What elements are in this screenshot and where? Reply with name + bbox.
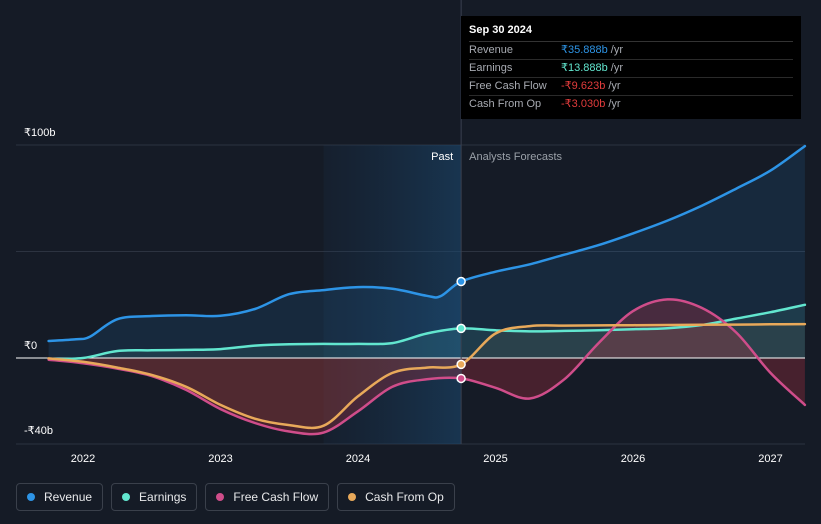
tooltip-row-free-cash-flow: Free Cash Flow -₹9.623b /yr (469, 78, 793, 96)
y-tick-label: ₹100b (24, 127, 55, 139)
line-free-cash-flow (47, 298, 807, 436)
tooltip-unit: /yr (610, 62, 623, 74)
tooltip-row-cash-from-op: Cash From Op -₹3.030b /yr (469, 96, 793, 113)
past-label: Past (431, 151, 453, 163)
legend-item-revenue[interactable]: Revenue (16, 483, 104, 511)
tooltip-unit: /yr (608, 80, 621, 92)
legend-dot-icon (216, 493, 225, 501)
legend-label: Cash From Op (365, 490, 444, 504)
forecast-label: Analysts Forecasts (469, 151, 562, 163)
y-axis-ticks: ₹100b ₹0 -₹40b (24, 127, 55, 437)
marker-earnings (456, 323, 466, 334)
area-earnings (48, 304, 805, 360)
tooltip: Sep 30 2024 Revenue ₹35.888b /yr Earning… (461, 16, 801, 119)
tooltip-label: Revenue (469, 44, 514, 56)
legend-label: Free Cash Flow (233, 490, 319, 504)
tooltip-label: Earnings (469, 62, 513, 74)
legend-item-free-cash-flow[interactable]: Free Cash Flow (205, 483, 330, 511)
x-tick-label: 2026 (621, 453, 645, 465)
tooltip-date: Sep 30 2024 (469, 24, 793, 42)
hover-markers (456, 276, 466, 384)
area-cash-from-op (48, 324, 805, 428)
legend-item-cash-from-op[interactable]: Cash From Op (337, 483, 455, 511)
legend-dot-icon (348, 493, 357, 501)
tooltip-unit: /yr (610, 44, 623, 56)
tooltip-value: ₹35.888b (561, 44, 608, 56)
x-axis-ticks: 2022 2023 2024 2025 2026 2027 (71, 453, 783, 465)
marker-cash-from-op (456, 359, 466, 370)
series-lines (47, 144, 807, 436)
legend-label: Earnings (139, 490, 187, 504)
chart: ₹100b ₹0 -₹40b 2022 2023 2024 2025 2026 2027 Pa… (16, 0, 807, 465)
y-tick-label: -₹40b (24, 425, 53, 437)
area-revenue (48, 146, 805, 358)
tooltip-label: Cash From Op (469, 98, 542, 110)
past-shade-region (323, 145, 462, 444)
legend-item-earnings[interactable]: Earnings (111, 483, 198, 511)
x-tick-label: 2023 (208, 453, 232, 465)
tooltip-value: ₹13.888b (561, 62, 608, 74)
legend: Revenue Earnings Free Cash Flow Cash Fro… (16, 483, 455, 511)
legend-dot-icon (122, 493, 131, 501)
legend-label: Revenue (44, 490, 93, 504)
line-revenue (47, 144, 807, 343)
tooltip-unit: /yr (608, 98, 621, 110)
x-tick-label: 2025 (483, 453, 507, 465)
x-tick-label: 2024 (346, 453, 370, 465)
tooltip-label: Free Cash Flow (469, 80, 547, 92)
marker-free-cash-flow (456, 373, 466, 384)
x-tick-label: 2027 (758, 453, 782, 465)
line-earnings (47, 303, 807, 361)
marker-revenue (456, 276, 466, 287)
tooltip-value: -₹9.623b (561, 80, 606, 92)
tooltip-row-revenue: Revenue ₹35.888b /yr (469, 42, 793, 60)
legend-dot-icon (27, 493, 35, 501)
line-cash-from-op (47, 322, 807, 430)
tooltip-value: -₹3.030b (561, 98, 606, 110)
y-tick-label: ₹0 (24, 340, 37, 352)
tooltip-row-earnings: Earnings ₹13.888b /yr (469, 60, 793, 78)
x-tick-label: 2022 (71, 453, 95, 465)
